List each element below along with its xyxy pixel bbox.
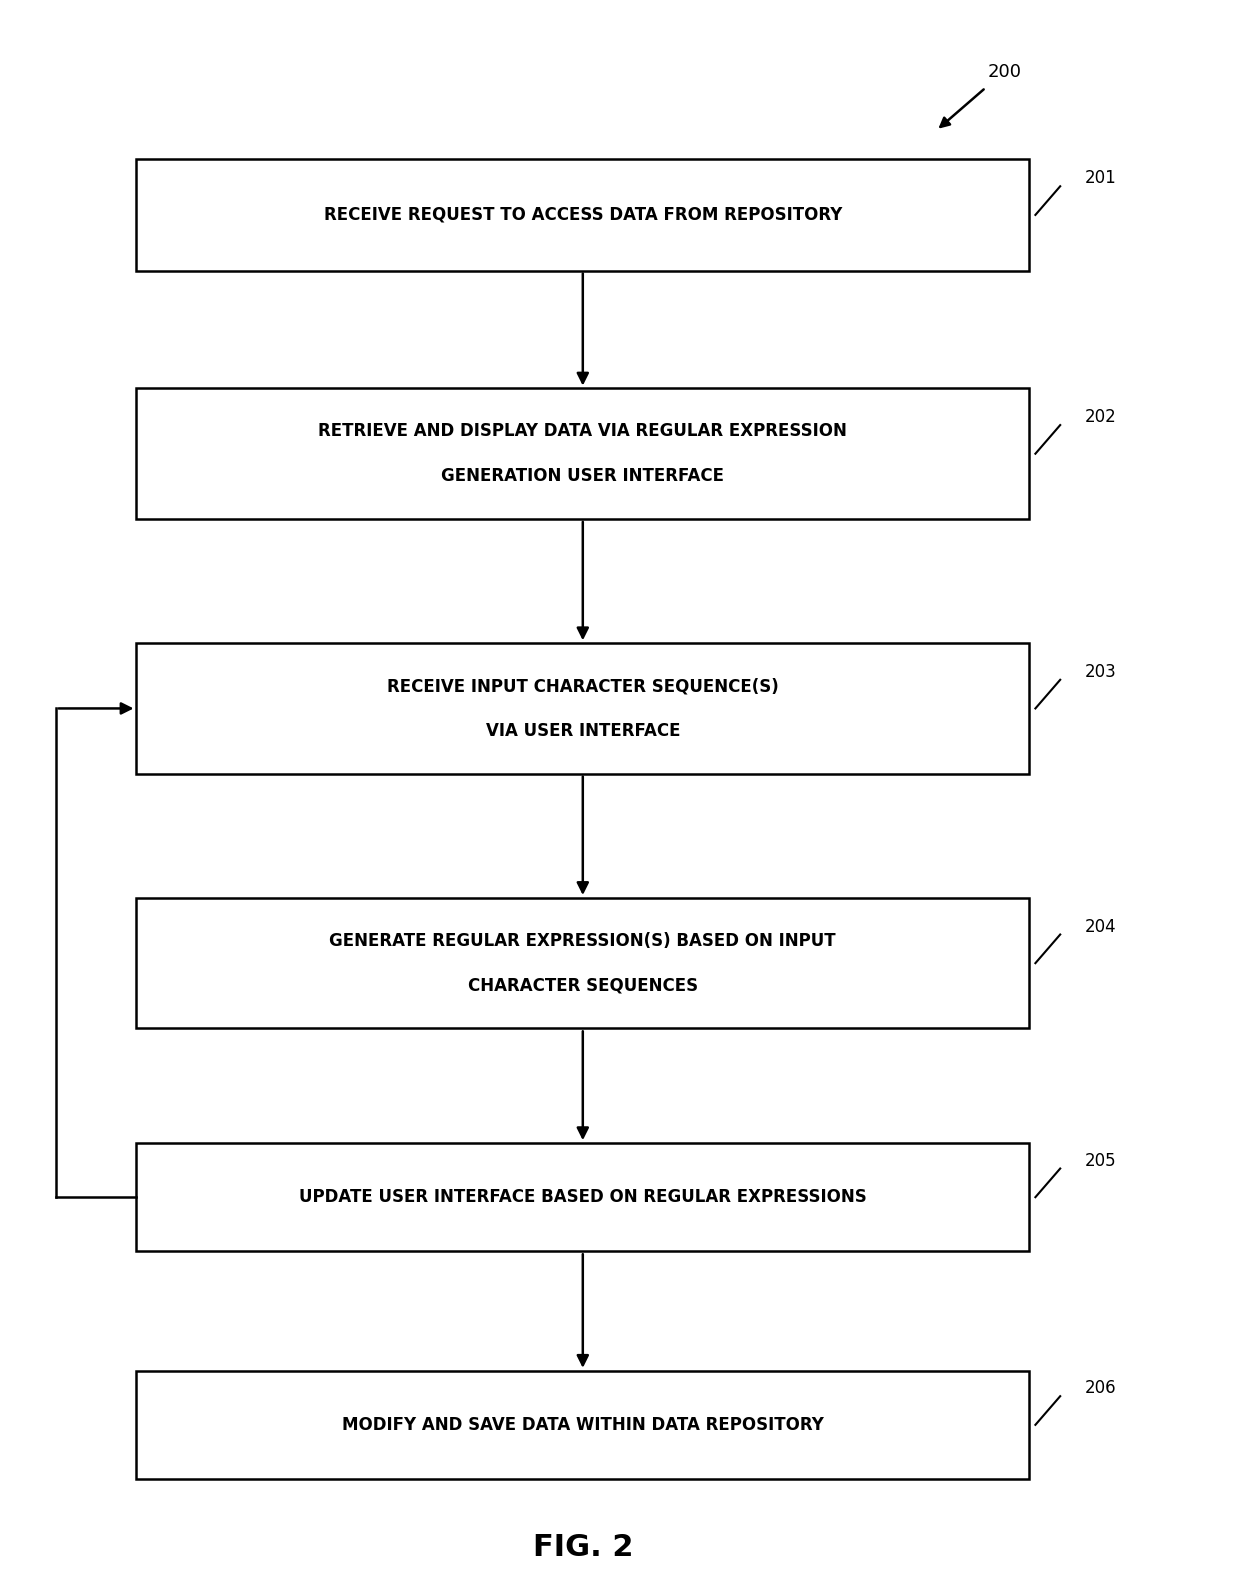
Bar: [136, 388, 1029, 519]
Text: 206: 206: [1085, 1379, 1117, 1398]
Text: GENERATION USER INTERFACE: GENERATION USER INTERFACE: [441, 466, 724, 486]
Bar: [136, 643, 1029, 774]
Bar: [136, 1371, 1029, 1479]
Text: 200: 200: [987, 62, 1022, 81]
Text: 203: 203: [1085, 662, 1117, 681]
Text: FIG. 2: FIG. 2: [532, 1533, 634, 1562]
Text: VIA USER INTERFACE: VIA USER INTERFACE: [486, 721, 680, 740]
Text: UPDATE USER INTERFACE BASED ON REGULAR EXPRESSIONS: UPDATE USER INTERFACE BASED ON REGULAR E…: [299, 1188, 867, 1207]
Text: 202: 202: [1085, 408, 1117, 427]
Text: 205: 205: [1085, 1151, 1117, 1170]
Bar: [136, 1143, 1029, 1251]
Text: GENERATE REGULAR EXPRESSION(S) BASED ON INPUT: GENERATE REGULAR EXPRESSION(S) BASED ON …: [330, 931, 836, 950]
Text: RECEIVE INPUT CHARACTER SEQUENCE(S): RECEIVE INPUT CHARACTER SEQUENCE(S): [387, 677, 779, 696]
Bar: [136, 898, 1029, 1028]
Text: MODIFY AND SAVE DATA WITHIN DATA REPOSITORY: MODIFY AND SAVE DATA WITHIN DATA REPOSIT…: [342, 1415, 823, 1434]
Bar: [136, 159, 1029, 271]
Text: RETRIEVE AND DISPLAY DATA VIA REGULAR EXPRESSION: RETRIEVE AND DISPLAY DATA VIA REGULAR EX…: [319, 422, 847, 441]
Text: 201: 201: [1085, 169, 1117, 188]
Text: RECEIVE REQUEST TO ACCESS DATA FROM REPOSITORY: RECEIVE REQUEST TO ACCESS DATA FROM REPO…: [324, 205, 842, 224]
Text: 204: 204: [1085, 917, 1117, 936]
Text: CHARACTER SEQUENCES: CHARACTER SEQUENCES: [467, 976, 698, 995]
